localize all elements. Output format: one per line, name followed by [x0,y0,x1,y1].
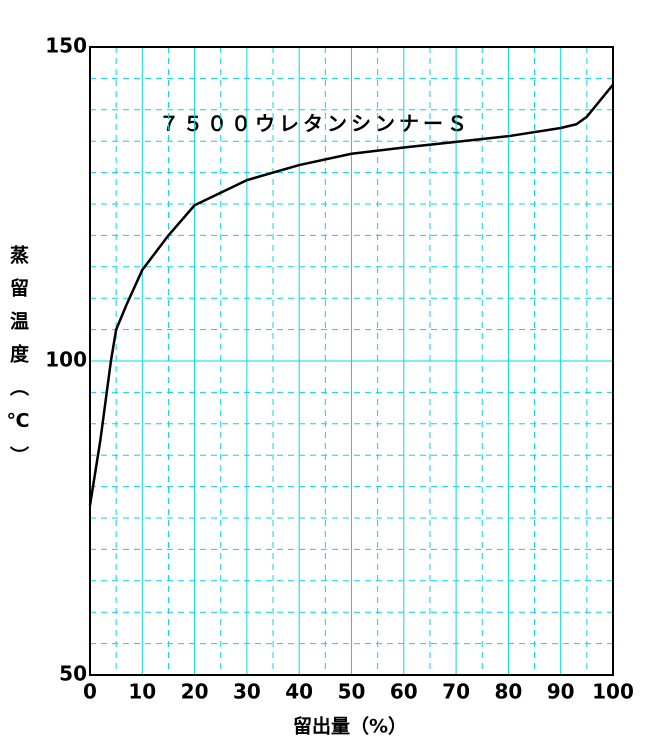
x-tick-label: 80 [494,680,522,704]
x-tick-label: 40 [285,680,313,704]
x-tick-label: 10 [128,680,156,704]
y-tick-label: 150 [45,34,87,58]
x-tick-label: 100 [592,680,634,704]
y-tick-label: 50 [59,662,87,686]
y-axis-label: 蒸留温度（℃） [7,244,29,479]
y-tick-label: 100 [45,348,87,372]
x-tick-label: 60 [390,680,418,704]
x-tick-label: 70 [442,680,470,704]
plot-frame [89,46,614,676]
x-axis-label: 留出量（%） [293,715,407,738]
x-tick-label: 30 [233,680,261,704]
x-tick-label: 20 [181,680,209,704]
x-tick-label: 50 [338,680,366,704]
annotation: ７５００ウレタンシンナーＳ [159,112,471,136]
x-tick-label: 0 [83,680,97,704]
x-tick-label: 90 [547,680,575,704]
data-line [88,83,614,506]
